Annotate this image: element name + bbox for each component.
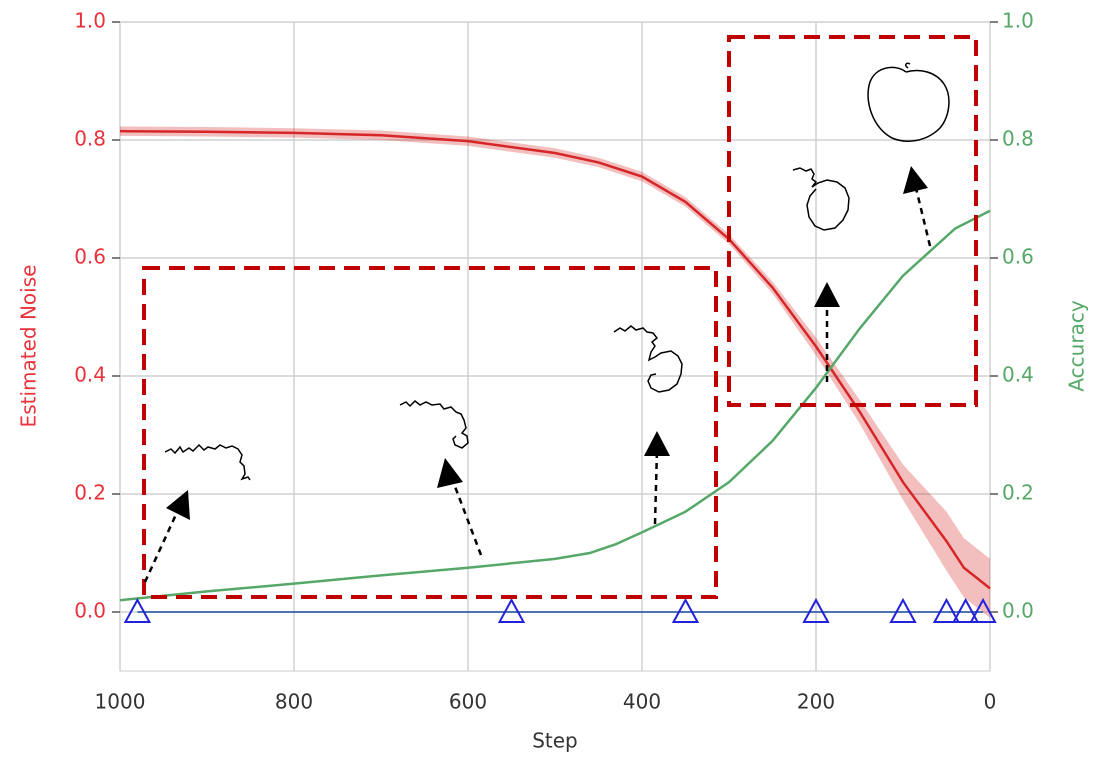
- sketch: [613, 325, 683, 393]
- x-tick-label: 0: [984, 690, 997, 714]
- sketch: [867, 62, 950, 142]
- arrowhead: [644, 431, 670, 456]
- sketches: [164, 62, 950, 481]
- y-tick-label: 0.4: [74, 363, 106, 387]
- labels: Step Estimated Noise Accuracy 1000 800 600…: [17, 9, 1089, 753]
- y2-tick-label: 1.0: [1002, 9, 1034, 33]
- line: [119, 209, 991, 602]
- y2-tick-label: 0.4: [1002, 363, 1034, 387]
- y2-tick-label: 0.8: [1002, 127, 1034, 151]
- dashed-box: [142, 266, 718, 599]
- sketch: [164, 443, 251, 481]
- line: [119, 129, 991, 590]
- triangle-marker: [932, 597, 961, 623]
- y-tick-label: 0.2: [74, 481, 106, 505]
- sketch: [399, 399, 469, 449]
- y2-tick-label: 0.0: [1002, 599, 1034, 623]
- arrow: [143, 507, 181, 583]
- y2-tick-label: 0.2: [1002, 481, 1034, 505]
- triangle-marker: [951, 597, 980, 623]
- y-tick-label: 0.6: [74, 245, 106, 269]
- y-tick-label: 1.0: [74, 9, 106, 33]
- arrowhead: [437, 458, 463, 488]
- triangle-marker: [671, 597, 700, 623]
- x-tick-label: 800: [275, 690, 313, 714]
- arrowhead: [814, 282, 840, 307]
- triangle-marker: [497, 597, 526, 623]
- triangle-marker: [123, 597, 152, 623]
- triangle-marker: [802, 597, 830, 623]
- arrowheads: [166, 166, 928, 520]
- plot-area: [119, 21, 991, 672]
- y-axis-label: Estimated Noise: [17, 265, 41, 428]
- sketch: [792, 167, 850, 231]
- x-axis-label: Step: [532, 729, 578, 753]
- y2-axis-label: Accuracy: [1065, 300, 1089, 391]
- y-tick-label: 0.0: [74, 599, 106, 623]
- arrowhead: [166, 490, 190, 520]
- x-tick-label: 600: [449, 690, 487, 714]
- y2-tick-label: 0.6: [1002, 245, 1034, 269]
- annotations: [142, 35, 978, 599]
- y-tick-label: 0.8: [74, 127, 106, 151]
- arrow: [449, 475, 483, 556]
- x-tick-label: 400: [623, 690, 661, 714]
- arrows: [143, 183, 932, 583]
- marks: [119, 126, 997, 623]
- dashed-box: [727, 35, 978, 407]
- x-tick-label: 200: [797, 690, 835, 714]
- arrowhead: [903, 166, 928, 194]
- x-tick-label: 1000: [95, 690, 146, 714]
- arrow: [653, 448, 659, 525]
- triangle-marker: [889, 597, 917, 623]
- triangle-marker: [969, 597, 997, 623]
